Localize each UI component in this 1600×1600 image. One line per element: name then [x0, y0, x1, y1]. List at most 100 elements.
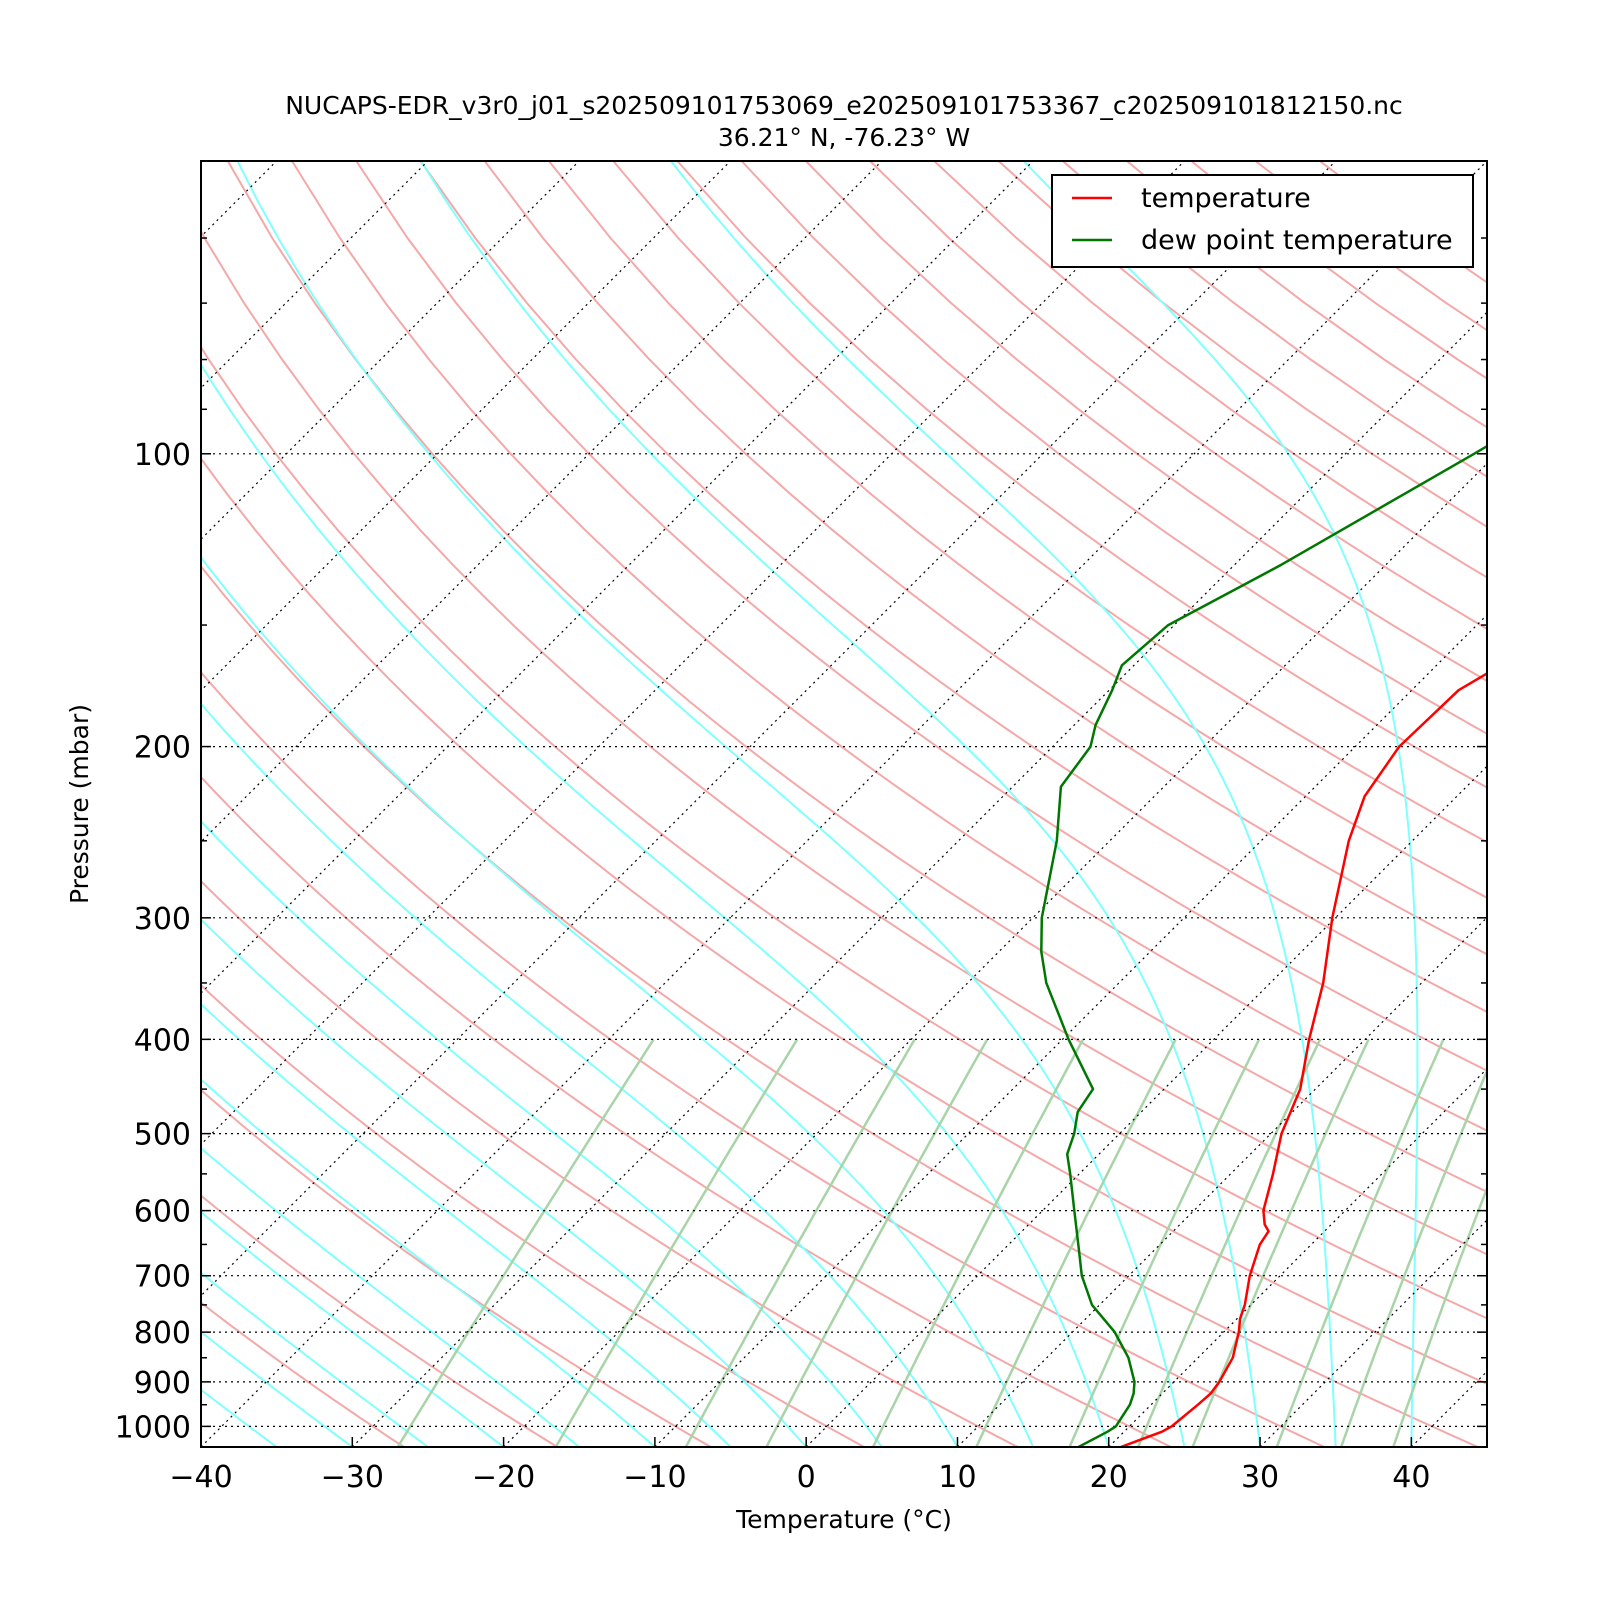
y-tick-label: 100 [134, 438, 191, 473]
legend: temperature dew point temperature [1051, 174, 1474, 268]
moist-adiabat-line [201, 1002, 732, 1447]
mixing-ratio-line [1191, 1038, 1370, 1447]
dry-adiabat-line [419, 161, 1487, 1013]
x-axis-label: Temperature (°C) [735, 1505, 952, 1534]
x-tick-labels: −40 −30 −20 −10 0 10 20 30 40 [169, 1460, 1430, 1495]
y-tick-label: 300 [134, 902, 191, 937]
chart-subtitle: 36.21° N, -76.23° W [718, 123, 970, 152]
moist-adiabat-line [201, 555, 1035, 1447]
dry-adiabat-line [740, 161, 1487, 735]
x-tick-label: 30 [1241, 1460, 1279, 1495]
temperature-series-line [1120, 672, 1487, 1447]
gridlines [201, 161, 1600, 1447]
plot-frame [200, 160, 1488, 1448]
dry-adiabat-line [201, 670, 1325, 1447]
mixing-ratio-line [975, 1038, 1177, 1447]
mixing-ratio-line [684, 1038, 916, 1447]
isotherm-gridline [201, 161, 731, 692]
dry-adiabat-line [201, 983, 865, 1447]
x-tick-label: −20 [472, 1460, 535, 1495]
moist-adiabat-line [201, 1445, 202, 1447]
x-tick-label: −30 [321, 1460, 384, 1495]
y-tick-label: 200 [134, 731, 191, 766]
isotherm-gridline [1108, 1067, 1487, 1447]
legend-box [1051, 174, 1474, 268]
series-lines [1040, 444, 1487, 1447]
x-tick-label: 0 [797, 1460, 816, 1495]
dry-adiabat-line [676, 161, 1487, 789]
dry-adiabat-line [1254, 161, 1487, 332]
dry-adiabat-line [201, 775, 1172, 1447]
moist-adiabat-line [1022, 161, 1419, 1447]
background-lines [0, 161, 1487, 1447]
moist-adiabat-line [236, 161, 1186, 1447]
isotherm-gridline [654, 614, 1487, 1447]
y-tick-label: 400 [134, 1023, 191, 1058]
legend-label-temperature: temperature [1141, 183, 1311, 214]
dry-adiabat-line [355, 161, 1487, 1072]
isotherm-gridline [201, 161, 1185, 1146]
y-tick-label: 500 [134, 1118, 191, 1153]
dry-adiabat-line [201, 456, 1487, 1385]
dry-adiabat-line [805, 161, 1487, 683]
moist-adiabat-line [201, 1210, 505, 1447]
y-tick-label: 600 [134, 1195, 191, 1230]
moist-adiabat-line [670, 161, 1337, 1447]
dew-point-series-line [1040, 444, 1487, 1447]
dry-adiabat-line [291, 161, 1487, 1132]
dry-adiabat-line [201, 1301, 405, 1447]
mixing-ratio-line [1068, 1038, 1261, 1447]
dry-adiabat-line [1126, 161, 1487, 429]
dry-adiabat-line [483, 161, 1487, 956]
moist-adiabat-line [0, 161, 125, 1447]
legend-label-dew-point: dew point temperature [1141, 225, 1453, 256]
y-tick-label: 1000 [115, 1410, 191, 1445]
mixing-ratio-line [1275, 1038, 1445, 1447]
dry-adiabat-line [226, 161, 1487, 1193]
moist-adiabat-line [201, 918, 807, 1447]
isotherm-gridline [201, 161, 278, 238]
y-tick-label: 700 [134, 1260, 191, 1295]
mixing-ratio-line [871, 1038, 1085, 1447]
moist-adiabat-line [201, 1078, 656, 1447]
x-tick-label: 40 [1392, 1460, 1430, 1495]
dry-adiabat-line [612, 161, 1487, 844]
y-tick-label: 800 [134, 1316, 191, 1351]
dry-adiabat-line [1062, 161, 1487, 478]
axis-ticks [200, 160, 1487, 1447]
y-axis-label: Pressure (mbar) [65, 704, 94, 904]
moist-adiabat-line [201, 1146, 580, 1447]
moist-adiabat-line [201, 1330, 353, 1447]
dry-adiabat-line [933, 161, 1487, 579]
y-tick-labels: 100 200 300 400 500 600 700 800 900 1000 [115, 438, 191, 1446]
x-tick-label: 20 [1090, 1460, 1128, 1495]
x-tick-label: −40 [169, 1460, 232, 1495]
dry-adiabat-line [201, 229, 1487, 1256]
mixing-ratio-line [396, 1038, 655, 1447]
isotherm-gridline [201, 161, 1337, 1297]
dry-adiabat-line [1190, 161, 1487, 380]
isotherm-gridline [1563, 161, 1600, 1447]
dry-adiabat-line [997, 161, 1487, 528]
isotherm-gridline [805, 765, 1487, 1447]
chart-title: NUCAPS-EDR_v3r0_j01_s202509101753069_e20… [285, 91, 1403, 120]
moist-adiabat-line [201, 1271, 429, 1447]
isotherm-gridline [1259, 1219, 1487, 1447]
mixing-ratio-line [765, 1038, 989, 1447]
isotherm-gridline [201, 161, 883, 843]
moist-adiabat-line [201, 819, 883, 1447]
dry-adiabat-line [201, 564, 1479, 1447]
mixing-ratio-line [1340, 1067, 1487, 1447]
dry-adiabat-line [201, 879, 1019, 1447]
isotherm-gridline [957, 916, 1487, 1447]
dry-adiabat-line [548, 161, 1487, 899]
mixing-ratio-line [554, 1038, 799, 1447]
mixing-ratio-line [1392, 1185, 1487, 1447]
moist-adiabat-line [201, 362, 1110, 1447]
isotherm-gridline [1410, 1370, 1487, 1447]
x-tick-label: −10 [623, 1460, 686, 1495]
isotherm-gridline [201, 161, 1487, 1447]
dry-adiabat-line [201, 1088, 712, 1447]
moist-adiabat-line [201, 1388, 278, 1447]
